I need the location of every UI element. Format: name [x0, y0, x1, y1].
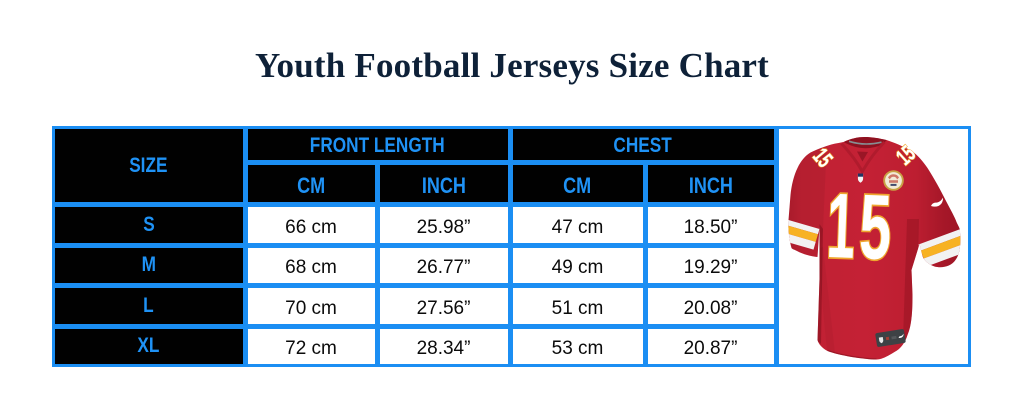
svg-text:1: 1: [825, 174, 857, 278]
svg-text:5: 5: [857, 176, 892, 279]
